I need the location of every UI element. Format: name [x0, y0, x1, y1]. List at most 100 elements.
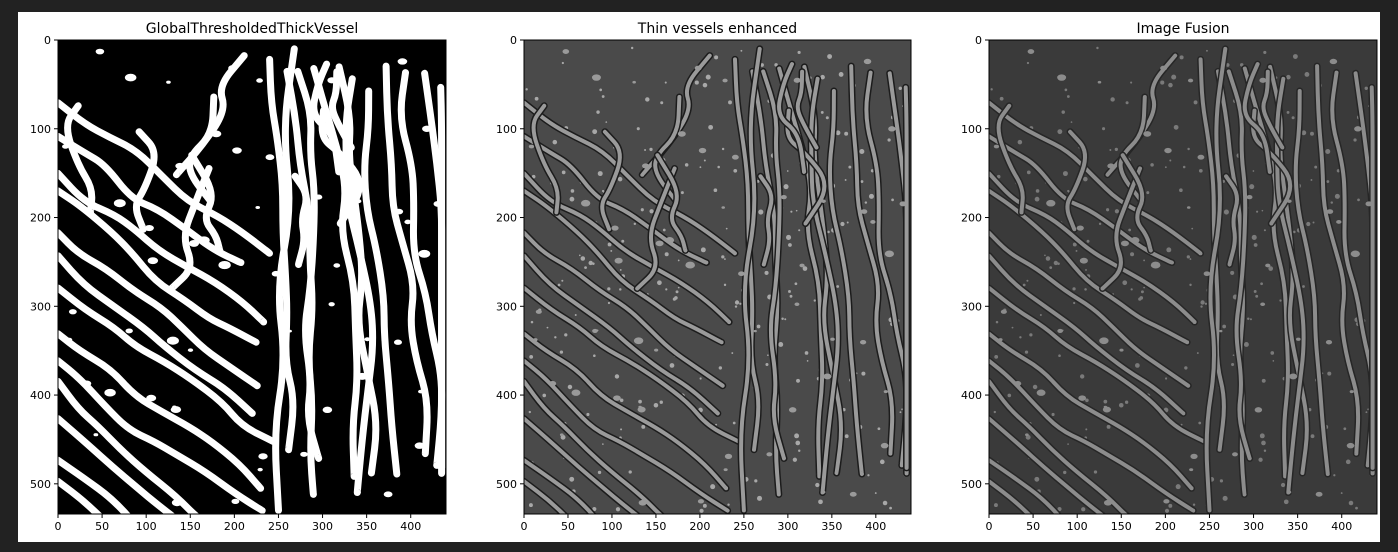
- speck: [765, 363, 769, 367]
- speck: [528, 410, 531, 414]
- speck: [530, 320, 534, 324]
- speck: [630, 46, 634, 50]
- speck: [1261, 440, 1266, 446]
- speck: [1143, 286, 1145, 289]
- speck: [827, 230, 830, 234]
- speck: [1019, 336, 1022, 339]
- speck: [1011, 326, 1014, 329]
- speck: [836, 285, 840, 288]
- vessel-fragment: [1107, 163, 1115, 169]
- speck: [1357, 198, 1360, 202]
- speck: [818, 499, 823, 505]
- speck: [1258, 457, 1263, 462]
- speck: [1187, 147, 1190, 151]
- speck: [619, 269, 622, 271]
- speck: [889, 506, 892, 510]
- vessel-fragment: [859, 339, 867, 345]
- speck: [718, 366, 723, 370]
- speck: [1312, 221, 1315, 224]
- speck: [569, 196, 575, 202]
- speck: [844, 131, 849, 136]
- speck: [867, 474, 870, 477]
- vessel-fragment: [356, 372, 368, 380]
- vessel-fragment: [562, 49, 570, 54]
- speck: [1150, 163, 1154, 167]
- subplot-1: GlobalThresholdedThickVessel 0 50 100 150 200…: [30, 21, 447, 533]
- speck: [1084, 288, 1087, 291]
- vessel-fragment: [694, 65, 702, 71]
- vessel-fragment: [93, 433, 99, 437]
- vessel-fragment: [738, 271, 745, 277]
- vessel: [328, 68, 355, 151]
- speck: [529, 354, 534, 359]
- speck: [739, 302, 742, 305]
- vessel: [989, 379, 1128, 514]
- vessel: [58, 99, 273, 257]
- vessel: [777, 66, 825, 479]
- speck: [580, 256, 586, 261]
- speck: [1232, 354, 1235, 357]
- speck: [675, 290, 679, 294]
- vessel: [1261, 69, 1285, 150]
- y-tick-label: 200: [496, 212, 517, 225]
- vessel: [1315, 64, 1361, 456]
- speck: [798, 229, 801, 232]
- speck: [1026, 61, 1030, 65]
- vessel: [524, 331, 729, 491]
- x-tick-label: 350: [821, 520, 842, 533]
- vessel: [989, 358, 1196, 513]
- speck: [732, 421, 736, 425]
- vessel-fragment: [1130, 237, 1140, 244]
- speck: [602, 443, 604, 445]
- speck: [1355, 506, 1358, 510]
- speck: [1179, 188, 1183, 193]
- subplot-title: Image Fusion: [1136, 21, 1229, 37]
- speck: [1263, 449, 1267, 452]
- speck: [1261, 209, 1264, 212]
- speck: [1085, 398, 1089, 403]
- vessel-fragment: [632, 80, 636, 84]
- vessel: [655, 153, 688, 253]
- image-content: [524, 45, 911, 514]
- speck: [727, 503, 730, 506]
- vessel: [758, 174, 774, 267]
- speck: [645, 97, 650, 102]
- axes-frame: [523, 39, 912, 515]
- speck: [1034, 196, 1040, 202]
- vessel-fragment: [614, 257, 623, 264]
- speck: [1168, 503, 1173, 508]
- vessel: [1293, 89, 1330, 477]
- vessel: [342, 75, 377, 496]
- vessel: [1242, 66, 1290, 479]
- speck: [1057, 506, 1062, 512]
- vessel-fragment: [685, 261, 695, 269]
- vessel-fragment: [1025, 433, 1029, 437]
- speck: [786, 170, 789, 172]
- vessel-fragment: [166, 80, 171, 84]
- speck: [561, 170, 566, 175]
- speck: [1334, 193, 1340, 199]
- x-tick-label: 300: [777, 520, 798, 533]
- x-tick-label: 350: [1287, 520, 1308, 533]
- speck: [1022, 283, 1026, 287]
- subplot-title: Thin vessels enhanced: [637, 21, 797, 37]
- y-tick-label: 200: [961, 212, 982, 225]
- vessel-fragment: [611, 225, 619, 231]
- speck: [784, 318, 787, 321]
- speck: [1336, 169, 1341, 173]
- speck: [1125, 101, 1129, 105]
- speck: [1243, 341, 1249, 347]
- vessel-fragment: [766, 452, 773, 457]
- vessel-fragment: [1190, 453, 1198, 459]
- speck: [990, 88, 993, 91]
- vessel-fragment: [228, 65, 238, 72]
- speck: [1063, 470, 1067, 475]
- speck: [887, 138, 891, 142]
- vessel-fragment: [170, 406, 182, 414]
- speck: [620, 428, 623, 431]
- speck: [1301, 130, 1307, 136]
- y-tick-label: 0: [975, 34, 982, 47]
- speck: [1333, 474, 1336, 477]
- speck: [1057, 129, 1063, 135]
- speck: [1230, 270, 1235, 275]
